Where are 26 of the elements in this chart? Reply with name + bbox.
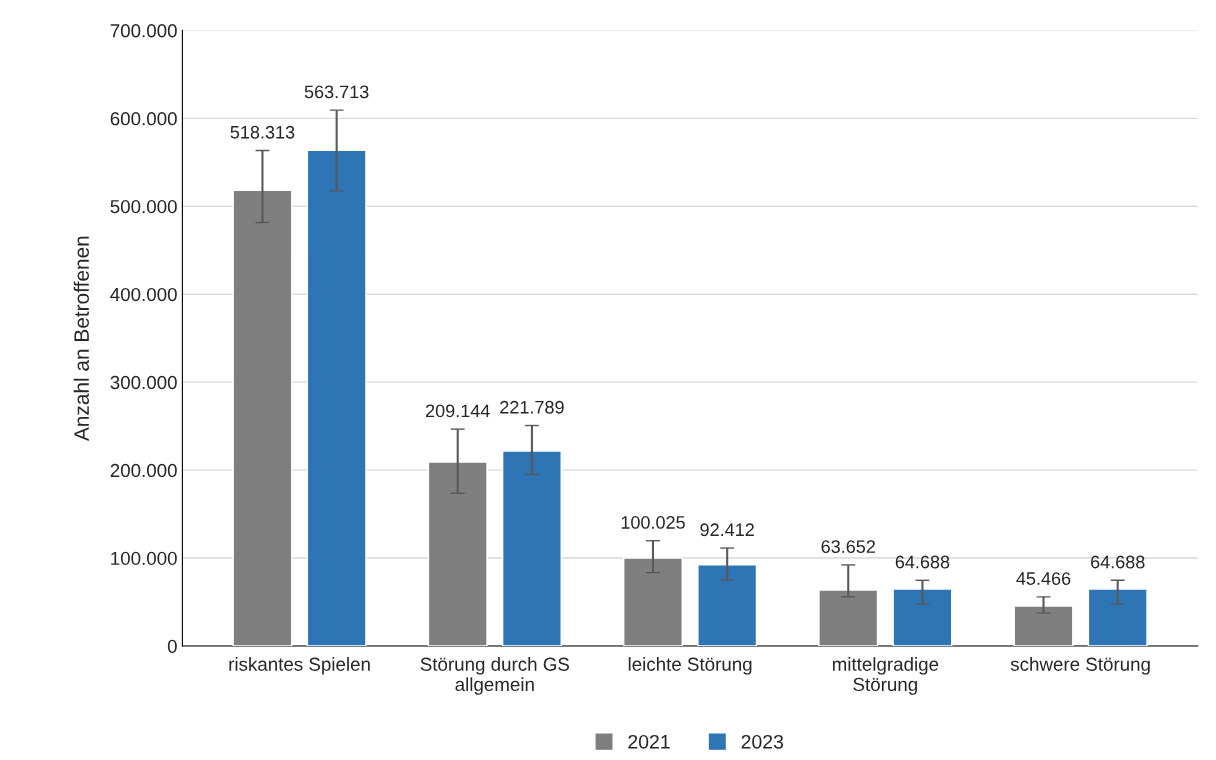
data-label: 63.652 — [821, 540, 875, 554]
legend-label: 2021 — [628, 734, 670, 749]
x-tick-label: mittelgradige Störung — [832, 657, 939, 695]
data-label: 563.713 — [304, 85, 369, 99]
data-label: 518.313 — [230, 125, 295, 139]
y-tick-label: 400.000 — [110, 287, 177, 302]
data-label: 45.466 — [1016, 572, 1071, 585]
y-tick-label: 0 — [167, 639, 177, 653]
x-tick-label: Störung durch GS allgemein — [420, 657, 569, 695]
y-tick-label: 700.000 — [110, 24, 177, 38]
y-tick-label: 300.000 — [110, 375, 177, 390]
data-label: 64.688 — [1091, 555, 1145, 569]
data-label: 100.025 — [621, 516, 685, 529]
y-tick-label: 100.000 — [111, 551, 177, 566]
legend-label: 2023 — [741, 734, 784, 749]
y-tick-label: 500.000 — [110, 199, 177, 214]
x-tick-label: riskantes Spielen — [229, 657, 370, 675]
data-label: 209.144 — [426, 404, 490, 418]
data-label: 92.412 — [700, 523, 754, 537]
y-axis-title: Anzahl an Betroffenen — [73, 236, 89, 442]
y-tick-label: 600.000 — [110, 112, 177, 126]
y-tick-label: 200.000 — [110, 463, 177, 478]
x-tick-label: schwere Störung — [1010, 657, 1150, 675]
x-tick-label: leichte Störung — [628, 657, 752, 675]
data-label: 64.688 — [895, 555, 950, 569]
data-label: 221.789 — [500, 400, 564, 414]
